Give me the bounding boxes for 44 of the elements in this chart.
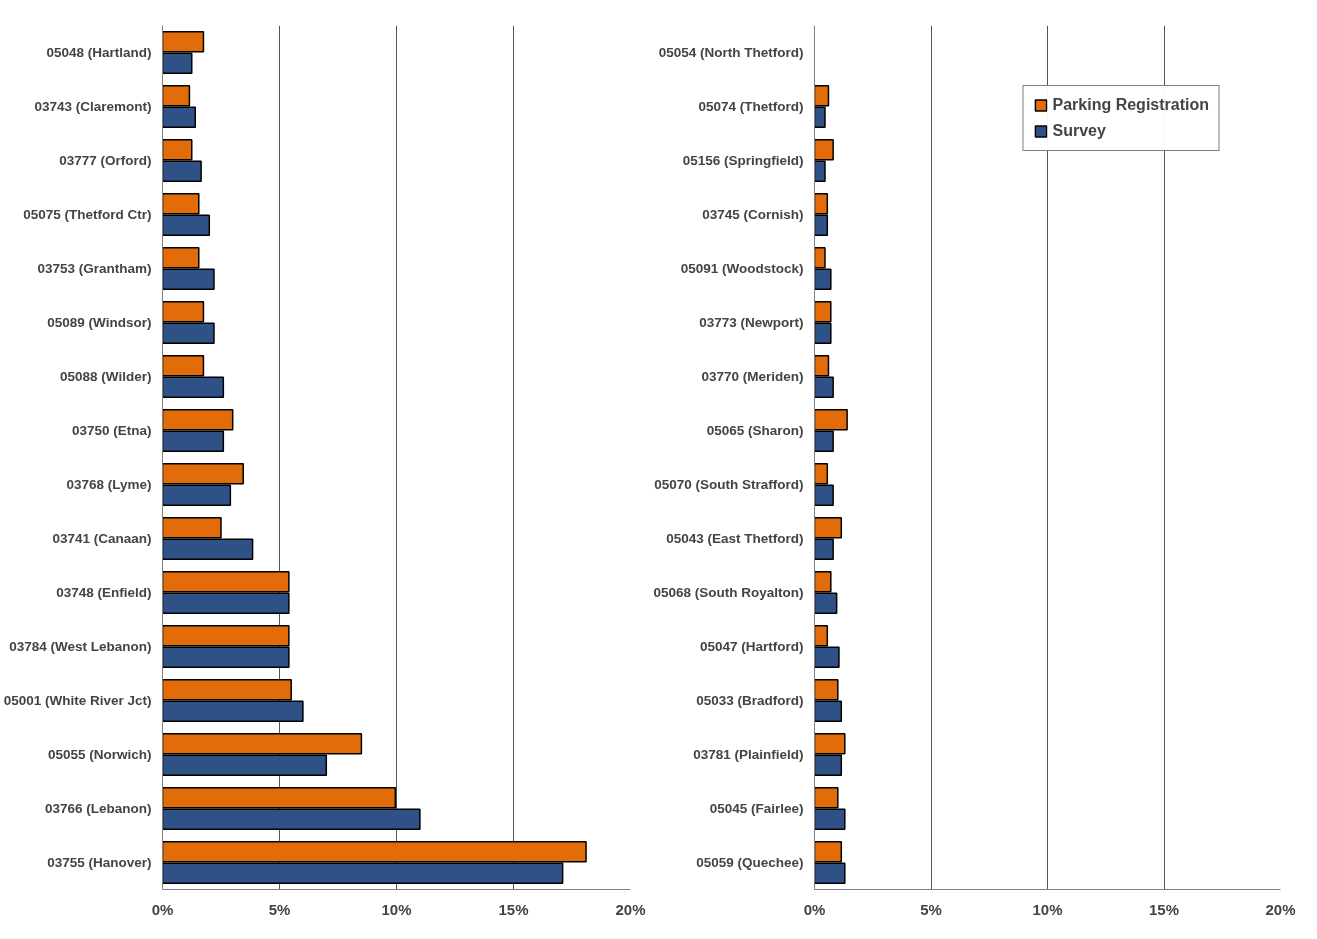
y-tick-label: 05068 (South Royalton) bbox=[653, 585, 804, 600]
y-tick-label: 05075 (Thetford Ctr) bbox=[23, 207, 152, 222]
x-tick-label: 0% bbox=[151, 900, 174, 918]
x-tick-label: 20% bbox=[615, 900, 646, 918]
y-tick-label: 03753 (Grantham) bbox=[37, 261, 152, 276]
x-tick-label: 5% bbox=[920, 900, 942, 918]
y-tick-label: 03743 (Claremont) bbox=[34, 99, 152, 114]
x-tick-label: 15% bbox=[498, 900, 529, 918]
x-tick-label: 10% bbox=[381, 900, 412, 918]
y-tick-label: 03750 (Etna) bbox=[71, 423, 152, 438]
y-tick-label: 03741 (Canaan) bbox=[52, 531, 152, 546]
y-tick-label: 05045 (Fairlee) bbox=[709, 801, 804, 816]
y-tick-label: 05065 (Sharon) bbox=[706, 423, 804, 438]
y-tick-label: 03784 (West Lebanon) bbox=[9, 639, 152, 654]
y-tick-label: 03777 (Orford) bbox=[59, 153, 152, 168]
x-tick-label: 5% bbox=[268, 900, 291, 918]
y-tick-label: 05055 (Norwich) bbox=[47, 747, 152, 762]
y-tick-label: 05033 (Bradford) bbox=[696, 693, 804, 708]
y-tick-label: 05074 (Thetford) bbox=[698, 99, 804, 114]
y-tick-label: 05059 (Quechee) bbox=[696, 855, 804, 870]
legend-label: Parking Registration bbox=[1052, 96, 1209, 114]
y-tick-label: 05088 (Wilder) bbox=[60, 369, 152, 384]
y-tick-label: 05091 (Woodstock) bbox=[680, 261, 804, 276]
y-tick-label: 03773 (Newport) bbox=[699, 315, 804, 330]
x-tick-label: 15% bbox=[1148, 900, 1180, 918]
y-tick-label: 05043 (East Thetford) bbox=[666, 531, 804, 546]
x-tick-label: 20% bbox=[1265, 900, 1296, 918]
y-tick-label: 05001 (White River Jct) bbox=[3, 693, 152, 708]
y-tick-label: 03781 (Plainfield) bbox=[693, 747, 804, 762]
y-tick-label: 03770 (Meriden) bbox=[701, 369, 804, 384]
y-tick-label: 03748 (Enfield) bbox=[56, 585, 152, 600]
y-tick-label: 03755 (Hanover) bbox=[47, 855, 152, 870]
legend-label: Survey bbox=[1052, 122, 1107, 140]
y-tick-label: 05070 (South Strafford) bbox=[654, 477, 804, 492]
x-tick-label: 0% bbox=[803, 900, 826, 918]
y-tick-label: 03768 (Lyme) bbox=[66, 477, 152, 492]
x-tick-label: 10% bbox=[1032, 900, 1063, 918]
y-tick-label: 05089 (Windsor) bbox=[47, 315, 152, 330]
y-tick-label: 05054 (North Thetford) bbox=[658, 45, 804, 60]
y-tick-label: 05047 (Hartford) bbox=[699, 639, 804, 654]
y-tick-label: 03766 (Lebanon) bbox=[44, 801, 152, 816]
y-tick-label: 03745 (Cornish) bbox=[702, 207, 804, 222]
y-tick-label: 05048 (Hartland) bbox=[46, 45, 152, 60]
y-tick-label: 05156 (Springfield) bbox=[682, 153, 804, 168]
